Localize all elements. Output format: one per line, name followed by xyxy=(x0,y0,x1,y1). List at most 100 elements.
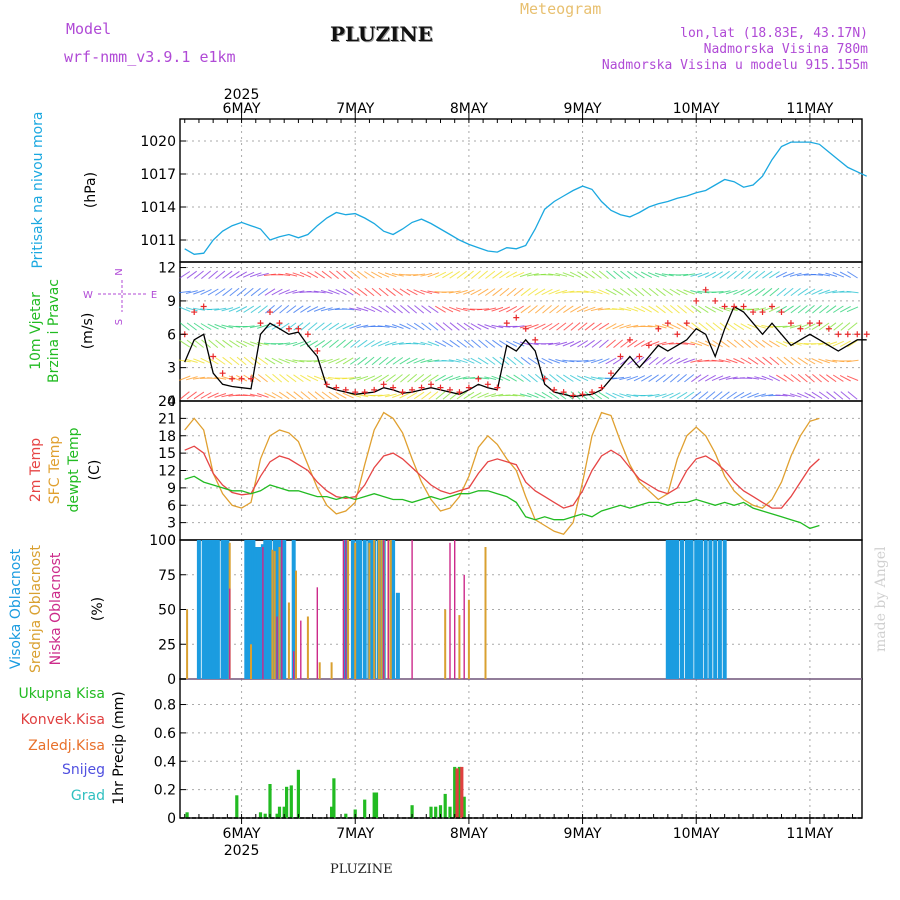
cloud-bar-high xyxy=(213,540,218,679)
wind-arrow xyxy=(626,324,639,329)
wind-arrow xyxy=(647,393,660,397)
wind-arrow xyxy=(833,305,844,313)
wind-arrow xyxy=(534,323,546,330)
wind-arrow xyxy=(249,324,262,329)
wind-arrow xyxy=(548,289,560,295)
wind-arrow xyxy=(697,290,710,294)
wind-arrow xyxy=(278,289,290,295)
wind-arrow xyxy=(832,374,844,382)
wind-arrow xyxy=(399,357,411,365)
wind-arrow xyxy=(691,374,702,383)
wind-arrow xyxy=(286,305,297,314)
cloud-bar-high xyxy=(675,540,680,679)
cloud-bar-high xyxy=(694,540,699,679)
wind-arrow xyxy=(328,289,340,295)
wind-arrow xyxy=(619,324,632,329)
wind-arrow xyxy=(675,274,689,276)
cloud-bar-high xyxy=(703,540,708,679)
precip-bar-total xyxy=(296,769,300,818)
wind-arrow xyxy=(534,288,546,296)
wind-arrow xyxy=(612,357,624,365)
cloud-bar-mid xyxy=(186,609,189,679)
wind-arrow xyxy=(271,323,283,330)
wind-arrow xyxy=(250,287,261,297)
wind-arrow xyxy=(733,289,745,295)
wind-arrow xyxy=(846,375,859,381)
cloud-bar-high xyxy=(717,540,722,679)
precip-bar-total xyxy=(185,812,189,818)
wind-gust-point xyxy=(683,320,690,327)
wind-gust-point xyxy=(532,336,539,343)
wind-arrow xyxy=(477,288,489,296)
ytick-label-temperature: 18 xyxy=(158,429,176,445)
wind-gust-point xyxy=(712,297,719,304)
wind-arrow xyxy=(789,393,802,398)
wind-arrow xyxy=(747,357,759,365)
wind-arrow xyxy=(825,272,838,277)
wind-arrow xyxy=(839,340,851,348)
wind-arrow xyxy=(705,322,716,331)
wind-arrow xyxy=(356,393,369,398)
wind-arrow xyxy=(847,391,858,400)
wind-arrow xyxy=(548,342,561,346)
wind-arrow xyxy=(371,374,383,382)
wind-arrow xyxy=(478,270,489,279)
wind-arrow xyxy=(796,342,809,346)
wind-arrow xyxy=(243,305,255,313)
wind-arrow xyxy=(520,287,531,297)
wind-arrow xyxy=(590,376,603,380)
wind-arrow xyxy=(761,306,774,312)
wind-arrow xyxy=(527,288,538,296)
wind-arrow xyxy=(185,358,198,363)
compass-n: N xyxy=(114,268,125,275)
wind-arrow xyxy=(357,356,368,366)
wind-arrow xyxy=(307,340,319,348)
cloud-bar-high xyxy=(275,540,280,679)
cloud-bar-high xyxy=(350,540,355,679)
wind-arrow xyxy=(285,272,298,277)
wind-gust-point xyxy=(863,331,870,338)
wind-gust-point xyxy=(380,381,387,388)
wind-arrow xyxy=(313,290,326,294)
wind-arrow xyxy=(613,339,624,348)
wind-arrow xyxy=(292,290,305,294)
ytick-label-precip: 0.6 xyxy=(154,726,176,742)
wind-arrow xyxy=(747,376,760,380)
wind-gust-point xyxy=(721,303,728,310)
wind-arrow xyxy=(810,273,824,276)
wind-gust-point xyxy=(645,342,652,349)
wind-arrow xyxy=(200,392,212,399)
wind-arrow xyxy=(555,289,568,295)
wind-arrow xyxy=(548,322,560,331)
wind-arrow xyxy=(249,272,262,278)
wind-arrow xyxy=(755,270,766,279)
wind-arrow xyxy=(782,325,795,328)
wind-arrow xyxy=(612,392,624,399)
wind-gust-point xyxy=(655,325,662,332)
wind-arrow xyxy=(249,393,262,398)
wind-arrow xyxy=(328,322,340,331)
wind-arrow xyxy=(725,376,738,380)
wind-arrow xyxy=(399,392,411,399)
cloud-bar-mid xyxy=(354,542,357,679)
top-day-label: 10MAY xyxy=(673,101,720,117)
wind-arrow xyxy=(378,374,389,382)
wind-arrow xyxy=(718,359,731,363)
wind-arrow xyxy=(442,271,454,279)
wind-arrow xyxy=(384,341,397,346)
wind-arrow xyxy=(697,272,710,278)
wind-arrow xyxy=(691,305,702,314)
wind-arrow xyxy=(335,288,347,296)
wind-arrow xyxy=(221,375,234,381)
wind-arrow xyxy=(384,393,397,398)
wind-arrow xyxy=(271,357,283,365)
wind-arrow xyxy=(633,306,646,313)
precip-axis-label: 1hr Precip (mm) xyxy=(111,691,127,804)
wind-arrow xyxy=(413,342,426,346)
wind-arrow xyxy=(371,356,382,366)
cloud-bar-mid xyxy=(389,540,392,679)
wind-gust-point xyxy=(323,381,330,388)
wind-arrow xyxy=(662,374,673,383)
precip-bar-total xyxy=(285,786,289,818)
wind-arrow xyxy=(598,289,610,295)
